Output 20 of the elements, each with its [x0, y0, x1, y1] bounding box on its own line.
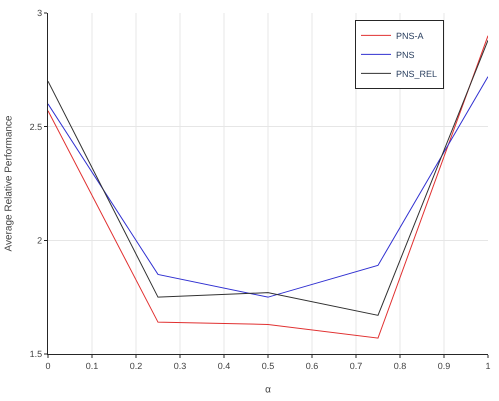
- x-tick-label: 0: [45, 360, 51, 371]
- x-axis-title: α: [265, 384, 272, 396]
- y-tick-label: 3: [37, 8, 42, 18]
- x-tick-label: 0.3: [174, 360, 186, 371]
- legend-label: PNS-A: [396, 30, 424, 41]
- y-tick-label: 1.5: [30, 349, 42, 360]
- legend-label: PNS: [396, 50, 415, 60]
- x-tick-label: 0.1: [86, 360, 98, 371]
- x-tick-label: 0.2: [130, 360, 142, 371]
- x-tick-label: 0.8: [394, 360, 406, 371]
- x-tick-label: 0.9: [438, 360, 450, 371]
- x-tick-label: 0.6: [306, 360, 318, 371]
- x-tick-label: 0.5: [262, 360, 274, 371]
- legend-label: PNS_REL: [396, 68, 438, 79]
- x-tick-label: 0.7: [350, 360, 362, 371]
- y-tick-label: 2.5: [30, 122, 42, 132]
- x-tick-label: 1: [485, 360, 491, 371]
- y-tick-label: 2: [37, 235, 42, 246]
- y-axis-title: Average Relative Performance: [4, 115, 15, 252]
- x-tick-label: 0.4: [218, 360, 230, 371]
